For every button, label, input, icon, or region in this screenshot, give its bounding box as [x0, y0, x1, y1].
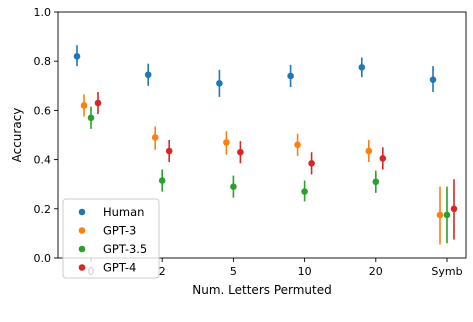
legend-marker-gpt3	[78, 227, 86, 234]
data-point-human-2	[216, 80, 223, 87]
x-axis-label: Num. Letters Permuted	[192, 283, 331, 297]
data-point-gpt35-3	[301, 188, 308, 195]
y-tick-label-0: 0.0	[34, 252, 52, 265]
data-point-human-5	[429, 76, 437, 83]
y-tick-label-3: 0.6	[34, 104, 52, 117]
data-point-gpt3-3	[294, 141, 301, 149]
data-point-gpt4-3	[308, 159, 315, 167]
x-tick-label-1: 2	[159, 265, 166, 278]
y-tick-label-1: 0.2	[34, 203, 52, 216]
data-point-gpt35-2	[230, 183, 237, 190]
data-point-human-1	[144, 71, 152, 79]
x-tick-label-3: 10	[298, 265, 312, 278]
data-point-gpt4-2	[237, 148, 244, 156]
legend: Human GPT-3 GPT-3.5 GPT-4	[62, 198, 160, 279]
x-tick-label-5: Symb	[431, 265, 462, 278]
plot-area	[73, 45, 458, 245]
y-tick-label-4: 0.8	[34, 55, 52, 68]
legend-label-gpt35: GPT-3.5	[103, 242, 147, 256]
data-point-gpt35-5	[443, 211, 451, 219]
data-point-gpt4-1	[165, 147, 173, 155]
legend-item-gpt3: GPT-3	[78, 224, 136, 238]
data-point-gpt4-5	[450, 205, 458, 213]
data-point-gpt3-2	[223, 139, 230, 146]
x-tick-label-4: 20	[369, 265, 383, 278]
legend-marker-human	[78, 208, 86, 216]
y-axis-label: Accuracy	[10, 108, 24, 163]
data-point-human-0	[73, 52, 81, 60]
legend-item-human: Human	[78, 205, 144, 219]
data-point-gpt4-0	[94, 99, 102, 107]
legend-item-gpt35: GPT-3.5	[78, 242, 147, 256]
legend-marker-gpt4	[78, 264, 86, 271]
legend-marker-gpt35	[78, 245, 86, 253]
x-tick-label-2: 5	[230, 265, 237, 278]
data-point-human-4	[358, 64, 366, 71]
data-point-human-3	[287, 72, 294, 80]
data-point-gpt35-1	[158, 177, 166, 184]
data-point-gpt4-4	[379, 155, 387, 162]
legend-label-gpt3: GPT-3	[103, 224, 136, 238]
data-point-gpt3-5	[436, 211, 444, 219]
legend-item-gpt4: GPT-4	[78, 261, 136, 275]
y-tick-label-5: 1.0	[34, 6, 52, 19]
data-point-gpt35-4	[372, 178, 380, 186]
data-point-gpt3-4	[365, 147, 373, 155]
axes: 0.00.20.40.60.81.00251020Symb	[34, 6, 467, 278]
plot-frame	[57, 11, 467, 259]
data-point-gpt35-0	[87, 114, 95, 122]
legend-label-gpt4: GPT-4	[103, 261, 136, 275]
y-tick-label-2: 0.4	[34, 154, 52, 167]
data-point-gpt3-0	[80, 102, 88, 109]
legend-label-human: Human	[103, 205, 144, 219]
data-point-gpt3-1	[151, 134, 159, 141]
legend-box	[62, 198, 160, 279]
